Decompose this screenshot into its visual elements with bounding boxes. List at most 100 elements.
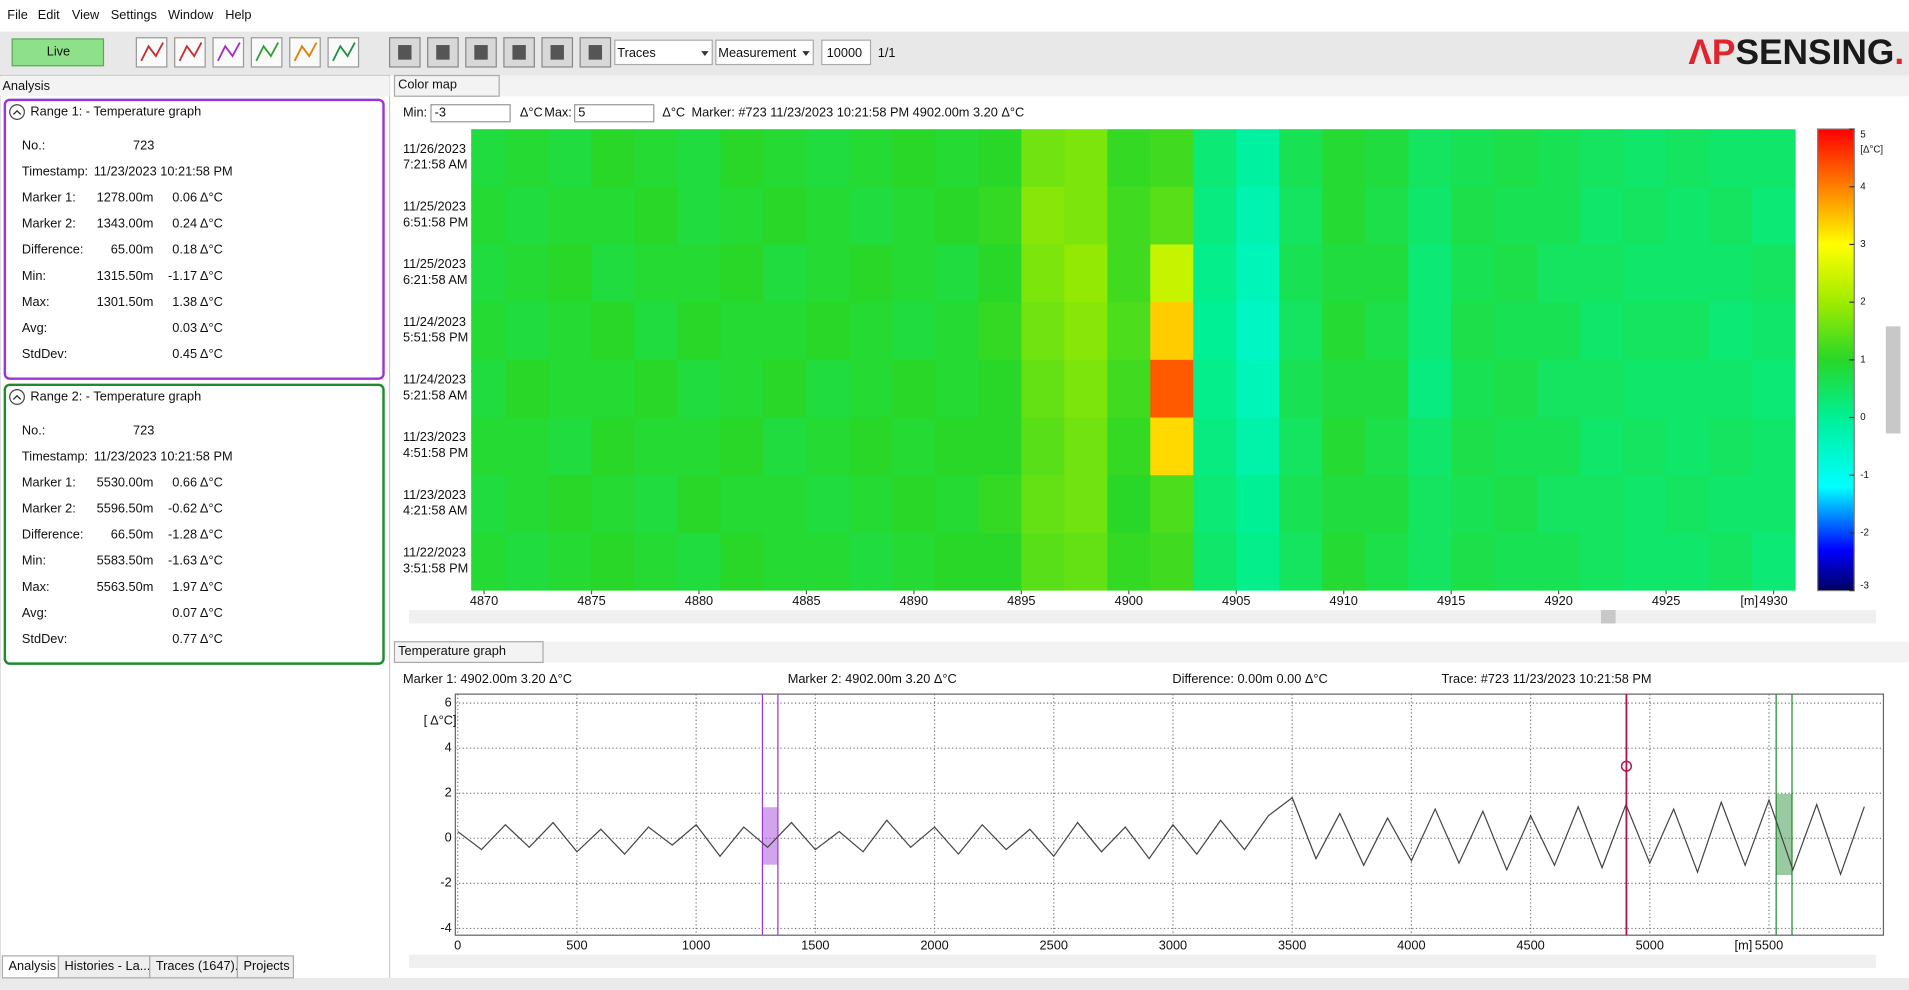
tool-icon-glyph	[255, 42, 279, 62]
tool-icon[interactable]	[135, 37, 168, 68]
heat-cell	[1408, 186, 1452, 246]
min-input[interactable]	[430, 104, 511, 123]
h-scrollbar[interactable]	[409, 954, 1877, 969]
heat-cell	[1236, 359, 1280, 419]
h-scrollbar[interactable]	[409, 610, 1877, 624]
row-delta: 0.07 Δ°C	[172, 605, 223, 620]
menu-item[interactable]: Window	[168, 7, 214, 22]
heat-cell	[1580, 532, 1624, 591]
heat-cell	[978, 186, 1022, 246]
x-tick-label: 500	[566, 938, 587, 953]
heat-cell	[1107, 359, 1151, 419]
max-input[interactable]	[574, 104, 655, 123]
heat-cell	[1365, 129, 1409, 188]
heat-cell	[892, 244, 936, 303]
tool-icon[interactable]	[327, 37, 360, 68]
collapse-icon[interactable]	[9, 104, 25, 120]
count-input[interactable]	[821, 39, 872, 66]
row-label: Difference:	[22, 242, 83, 257]
min-value[interactable]: -3	[435, 105, 446, 120]
dropdown-label[interactable]: Measurement	[718, 45, 796, 60]
heat-cell	[1451, 475, 1495, 534]
heat-cell	[505, 302, 550, 361]
heat-cell	[1322, 359, 1366, 419]
heat-cell	[1580, 186, 1624, 246]
live-button[interactable]	[11, 38, 105, 67]
heat-cell	[677, 302, 722, 361]
tool-icon-glyph	[140, 42, 164, 62]
tab-label[interactable]: Projects	[243, 958, 289, 973]
heat-cell	[763, 244, 808, 303]
heat-cell	[1451, 186, 1495, 246]
heat-cell	[1064, 244, 1108, 303]
menu-item[interactable]: Edit	[38, 7, 60, 22]
heat-cell	[1752, 532, 1796, 591]
heat-cell	[1365, 244, 1409, 303]
row-delta: -1.28 Δ°C	[168, 527, 223, 542]
heat-cell	[1709, 359, 1753, 419]
x-tick-label: 5000	[1636, 938, 1664, 953]
heat-cell	[935, 244, 979, 303]
heat-cell	[505, 417, 550, 476]
live-label[interactable]: Live	[47, 44, 70, 59]
heat-cell	[1537, 129, 1581, 188]
dropdown[interactable]	[614, 39, 713, 66]
heat-cell	[1451, 302, 1495, 361]
heat-cell	[806, 244, 851, 303]
menu-item[interactable]: View	[72, 7, 100, 22]
dropdown-label[interactable]: Traces	[617, 45, 656, 60]
tab-title: Temperature graph	[398, 643, 506, 658]
heat-cell	[471, 244, 507, 303]
heat-cell	[634, 475, 679, 534]
collapse-glyph	[12, 109, 22, 115]
heat-cell	[1537, 302, 1581, 361]
heat-cell	[1752, 417, 1796, 476]
nav-button[interactable]	[427, 37, 459, 68]
heat-cell	[1021, 302, 1065, 361]
tab-label[interactable]: Analysis	[9, 958, 57, 973]
heat-cell	[1666, 532, 1710, 591]
tab-label[interactable]: Histories - La...	[65, 958, 151, 973]
menu-item[interactable]: Settings	[111, 7, 157, 22]
heat-cell	[1709, 186, 1753, 246]
max-value[interactable]: 5	[578, 105, 585, 120]
scroll-thumb[interactable]	[1600, 610, 1616, 624]
heat-cell	[763, 359, 808, 419]
heat-cell	[471, 186, 507, 246]
count-value[interactable]: 10000	[827, 45, 862, 60]
tool-icon[interactable]	[212, 37, 245, 68]
row-label-time: 6:21:58 AM	[403, 272, 468, 287]
tool-icon[interactable]	[289, 37, 321, 68]
dropdown[interactable]	[715, 39, 814, 66]
heat-cell	[1150, 186, 1194, 246]
v-scroll-thumb[interactable]	[1885, 326, 1901, 434]
menu-item[interactable]: File	[7, 7, 28, 22]
heat-cell	[1580, 417, 1624, 476]
logo: ΛPSENSING.	[1688, 33, 1904, 72]
x-tick-label: 2500	[1040, 938, 1068, 953]
row-delta: 0.18 Δ°C	[172, 242, 223, 257]
tool-icon[interactable]	[250, 37, 283, 68]
heat-cell	[849, 532, 894, 591]
heat-cell	[935, 186, 979, 246]
tab-label[interactable]: Traces (1647)...	[156, 958, 246, 973]
y-tick-label: -4	[440, 920, 451, 935]
collapse-icon[interactable]	[9, 389, 25, 405]
row-value: 1343.00m	[97, 216, 154, 231]
tab-frame	[393, 74, 500, 97]
heat-cell	[548, 417, 593, 476]
colorbar-tick-label: 5	[1860, 130, 1865, 141]
heat-cell	[1064, 359, 1108, 419]
menu-item[interactable]: Help	[225, 7, 251, 22]
row-label-date: 11/23/2023	[403, 487, 466, 502]
heat-cell	[677, 244, 722, 303]
colorbar-tick-label: 0	[1860, 412, 1866, 423]
heat-cell	[1451, 244, 1495, 303]
heat-cell	[471, 359, 507, 419]
colorbar-tick-label: 1	[1860, 354, 1865, 365]
tab[interactable]	[236, 955, 295, 979]
marker1-info: Marker 1: 4902.00m 3.20 Δ°C	[403, 671, 572, 686]
row-label-date: 11/22/2023	[403, 545, 466, 560]
tool-icon[interactable]	[174, 37, 206, 68]
heat-cell	[1322, 475, 1366, 534]
